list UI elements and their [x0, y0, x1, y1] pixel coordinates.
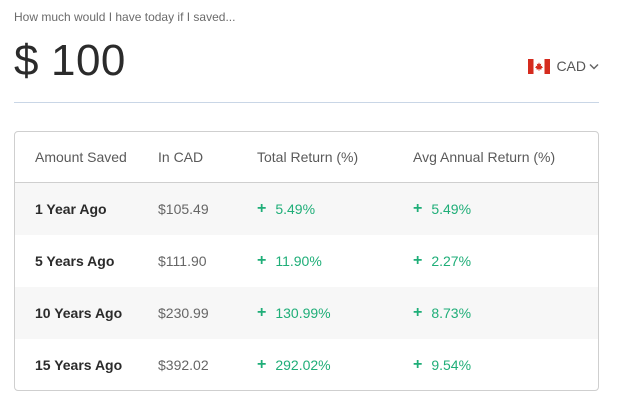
avg-annual-return-value: 8.73%: [431, 305, 472, 321]
total-return-value: 5.49%: [275, 201, 316, 217]
row-total-return: + 11.90%: [257, 252, 413, 270]
plus-icon: +: [413, 252, 423, 269]
table-row: 1 Year Ago $105.49 + 5.49% + 5.49%: [15, 183, 598, 235]
amount-input[interactable]: $ 100: [14, 36, 126, 86]
total-return-value: 130.99%: [275, 305, 331, 321]
plus-icon: +: [257, 356, 267, 373]
amount-value[interactable]: 100: [50, 36, 126, 85]
avg-annual-return-value: 9.54%: [431, 357, 472, 373]
row-value: $392.02: [158, 357, 209, 373]
row-period: 1 Year Ago: [35, 201, 107, 217]
row-avg-annual-return: + 2.27%: [413, 252, 598, 270]
total-return-value: 11.90%: [275, 253, 322, 269]
plus-icon: +: [413, 200, 423, 217]
row-total-return: + 5.49%: [257, 200, 413, 218]
currency-code: CAD: [556, 58, 586, 74]
header-amount-saved: Amount Saved: [35, 149, 127, 165]
row-avg-annual-return: + 8.73%: [413, 304, 598, 322]
table-row: 5 Years Ago $111.90 + 11.90% + 2.27%: [15, 235, 598, 287]
header-in-cad: In CAD: [158, 149, 204, 165]
canada-flag-icon: [528, 58, 551, 74]
header-avg-annual-return: Avg Annual Return (%): [413, 149, 556, 165]
returns-table: Amount Saved In CAD Total Return (%) Avg…: [14, 131, 599, 391]
plus-icon: +: [257, 200, 267, 217]
chevron-down-icon: [589, 63, 599, 70]
row-period: 5 Years Ago: [35, 253, 115, 269]
header-total-return: Total Return (%): [257, 149, 359, 165]
plus-icon: +: [257, 304, 267, 321]
row-total-return: + 130.99%: [257, 304, 413, 322]
amount-row: $ 100 CAD: [14, 36, 599, 103]
row-value: $230.99: [158, 305, 209, 321]
table-row: 10 Years Ago $230.99 + 130.99% + 8.73%: [15, 287, 598, 339]
total-return-value: 292.02%: [275, 357, 331, 373]
row-period: 15 Years Ago: [35, 357, 123, 373]
question-text: How much would I have today if I saved..…: [14, 10, 236, 24]
row-avg-annual-return: + 5.49%: [413, 200, 598, 218]
row-value: $105.49: [158, 201, 209, 217]
avg-annual-return-value: 5.49%: [431, 201, 472, 217]
row-avg-annual-return: + 9.54%: [413, 356, 598, 374]
plus-icon: +: [257, 252, 267, 269]
plus-icon: +: [413, 304, 423, 321]
avg-annual-return-value: 2.27%: [431, 253, 472, 269]
row-total-return: + 292.02%: [257, 356, 413, 374]
plus-icon: +: [413, 356, 423, 373]
table-header: Amount Saved In CAD Total Return (%) Avg…: [15, 132, 598, 183]
currency-symbol: $: [14, 36, 39, 85]
table-row: 15 Years Ago $392.02 + 292.02% + 9.54%: [15, 339, 598, 390]
row-period: 10 Years Ago: [35, 305, 123, 321]
currency-dropdown[interactable]: CAD: [528, 58, 599, 74]
row-value: $111.90: [158, 253, 207, 269]
